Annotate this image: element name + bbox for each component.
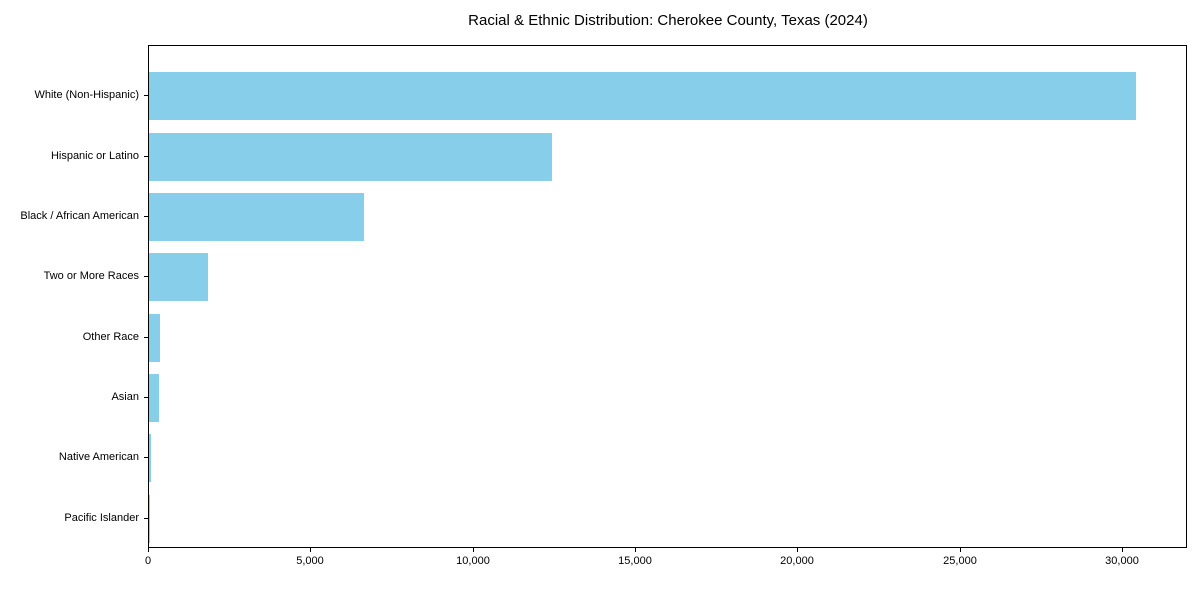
y-tick-mark	[144, 397, 148, 398]
bar-hispanic-or-latino	[149, 132, 552, 181]
y-tick-mark	[144, 276, 148, 277]
bar-row	[149, 368, 1186, 428]
y-tick-label: Pacific Islander	[64, 511, 139, 524]
bar-row	[149, 187, 1186, 247]
bar-row	[149, 308, 1186, 368]
x-tick-mark	[310, 548, 311, 552]
bar-pacific-islander	[149, 494, 150, 543]
x-tick-label: 20,000	[780, 555, 814, 567]
y-tick-mark	[144, 156, 148, 157]
y-tick-mark	[144, 457, 148, 458]
bar-white-non-hispanic	[149, 72, 1137, 121]
y-tick-label: Two or More Races	[43, 270, 139, 283]
x-tick-label: 25,000	[943, 555, 977, 567]
y-tick-mark	[144, 518, 148, 519]
bar-row	[149, 247, 1186, 307]
y-tick-mark	[144, 337, 148, 338]
x-tick-mark	[1122, 548, 1123, 552]
x-tick-mark	[148, 548, 149, 552]
x-tick-mark	[960, 548, 961, 552]
bar-two-or-more-races	[149, 253, 209, 302]
y-tick-label: Black / African American	[20, 209, 139, 222]
bar-row	[149, 126, 1186, 186]
x-tick-label: 0	[144, 555, 152, 567]
y-tick-mark	[144, 95, 148, 96]
bar-other-race	[149, 313, 161, 362]
y-tick-label: Hispanic or Latino	[50, 149, 139, 162]
y-tick-label: White (Non-Hispanic)	[34, 89, 139, 102]
bar-row	[149, 489, 1186, 549]
y-tick-label: Asian	[111, 391, 139, 404]
x-tick-mark	[473, 548, 474, 552]
x-tick-mark	[797, 548, 798, 552]
y-tick-label: Other Race	[82, 330, 139, 343]
x-tick-label: 15,000	[618, 555, 652, 567]
bar-asian	[149, 374, 159, 423]
x-tick-label: 10,000	[456, 555, 490, 567]
x-tick-label: 5,000	[296, 555, 324, 567]
bar-row	[149, 428, 1186, 488]
bar-row	[149, 66, 1186, 126]
plot-area	[148, 45, 1187, 548]
x-tick-label: 30,000	[1105, 555, 1139, 567]
y-tick-mark	[144, 216, 148, 217]
bar-black-african-american	[149, 192, 364, 241]
x-tick-mark	[635, 548, 636, 552]
bar-native-american	[149, 434, 151, 483]
y-tick-label: Native American	[58, 451, 139, 464]
chart-title: Racial & Ethnic Distribution: Cherokee C…	[468, 12, 868, 29]
